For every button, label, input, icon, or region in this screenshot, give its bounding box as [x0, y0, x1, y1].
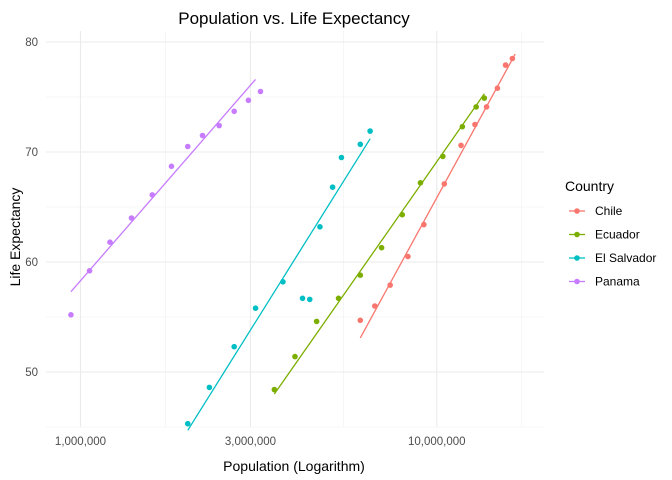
fit-line [273, 93, 485, 395]
data-point [367, 128, 373, 134]
y-tick-label: 50 [25, 367, 38, 379]
data-point [509, 55, 516, 62]
data-point [502, 62, 509, 68]
data-point [405, 253, 411, 260]
data-point [417, 180, 424, 186]
data-point [231, 343, 237, 350]
y-tick-label: 70 [25, 147, 38, 159]
data-point [252, 305, 259, 312]
data-point [299, 295, 306, 302]
data-point [459, 123, 466, 130]
data-point [184, 420, 191, 427]
data-point [271, 386, 278, 393]
x-axis-ticks: 1,000,000 3,000,000 10,000,000 [55, 436, 466, 448]
data-point [216, 122, 222, 129]
data-point [440, 153, 446, 160]
data-point [313, 318, 320, 325]
data-points [68, 55, 516, 427]
y-axis-ticks: 50 60 70 80 [25, 37, 38, 379]
data-point [372, 303, 378, 309]
data-point [306, 296, 313, 303]
legend-key-point [574, 278, 580, 285]
data-point [86, 268, 93, 274]
data-point [245, 97, 252, 104]
data-point [206, 384, 213, 391]
fit-lines [70, 53, 516, 431]
data-point [107, 239, 113, 245]
data-point [199, 132, 206, 139]
data-point [317, 224, 323, 230]
data-point [481, 95, 488, 101]
legend-label: El Salvador [595, 251, 656, 265]
legend-key-point [574, 255, 580, 261]
data-point [472, 121, 478, 128]
data-point [421, 221, 427, 228]
data-point [387, 282, 393, 288]
x-tick-label: 10,000,000 [408, 436, 466, 448]
x-axis-title: Population (Logarithm) [223, 458, 365, 474]
legend: Country Chile Ecuador El Salvador Panama [565, 178, 656, 289]
data-point [378, 244, 385, 251]
data-point [357, 272, 364, 279]
legend-label: Ecuador [595, 228, 640, 242]
data-point [149, 192, 156, 198]
legend-key-point [574, 231, 580, 238]
legend-label: Panama [595, 275, 640, 289]
data-point [231, 108, 237, 115]
data-point [357, 317, 364, 324]
data-point [329, 184, 336, 190]
data-point [292, 353, 298, 360]
data-point [357, 141, 364, 148]
data-point [168, 163, 175, 170]
data-point [184, 143, 191, 150]
fit-line [359, 53, 516, 339]
y-axis-title: Life Expectancy [7, 188, 23, 287]
x-tick-label: 3,000,000 [225, 436, 276, 448]
legend-key-point [574, 208, 580, 214]
data-point [338, 154, 345, 161]
legend-label: Chile [595, 204, 623, 218]
data-point [257, 88, 264, 95]
grid [46, 31, 544, 428]
legend-title: Country [565, 178, 614, 194]
fit-line [70, 78, 257, 293]
fit-line [187, 138, 371, 431]
data-point [494, 85, 501, 91]
data-point [335, 295, 342, 302]
data-point [280, 279, 286, 285]
x-tick-label: 1,000,000 [55, 436, 106, 448]
y-tick-label: 60 [25, 257, 38, 269]
data-point [128, 215, 135, 221]
data-point [458, 142, 464, 149]
chart-title: Population vs. Life Expectancy [178, 9, 410, 28]
data-point [68, 312, 74, 318]
data-point [483, 104, 490, 110]
data-point [473, 104, 479, 110]
y-tick-label: 80 [25, 37, 38, 49]
data-point [399, 211, 406, 218]
data-point [441, 181, 448, 187]
